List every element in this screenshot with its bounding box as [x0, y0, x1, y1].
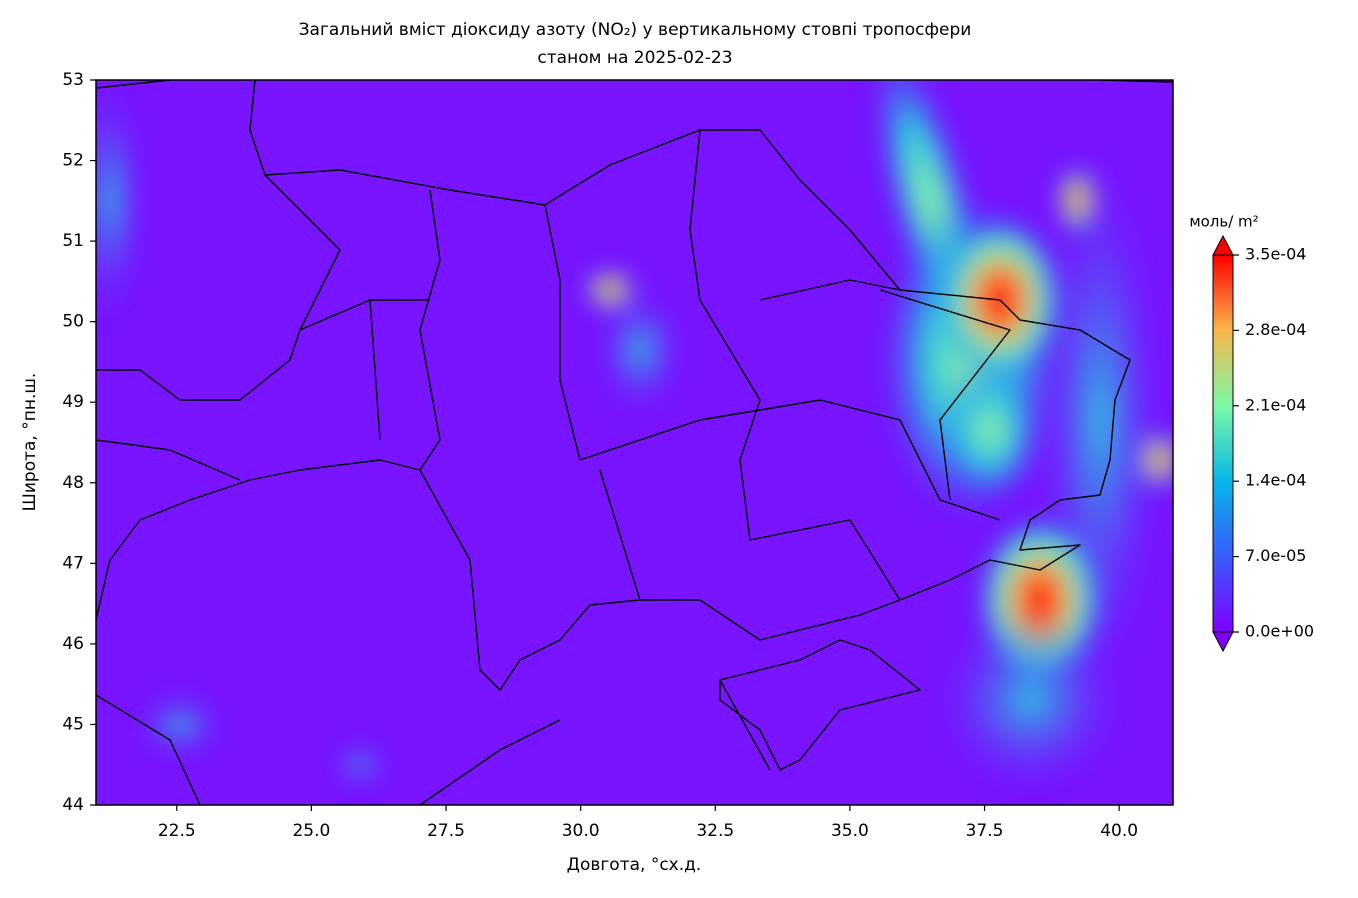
x-tick-label: 35.0 — [831, 821, 869, 841]
y-tick-label: 49 — [62, 392, 84, 412]
colorbar-frame — [1212, 255, 1234, 632]
x-tick-label: 40.0 — [1100, 821, 1138, 841]
plot-frame — [95, 79, 1174, 806]
coast-bessarabia — [96, 80, 1173, 805]
colorbar-tick-label: 7.0e-05 — [1245, 546, 1306, 565]
colorbar-tick-label: 2.8e-04 — [1245, 320, 1306, 339]
colorbar-label: моль/ m² — [1189, 213, 1258, 231]
ukraine-border — [96, 80, 1131, 691]
colorbar-tick-label: 0.0e+00 — [1245, 622, 1314, 641]
x-tick-label: 22.5 — [158, 821, 196, 841]
y-tick-label: 46 — [62, 634, 84, 654]
x-axis-label: Довгота, °сх.д. — [567, 855, 702, 875]
x-tick-label: 27.5 — [427, 821, 465, 841]
x-tick-label: 30.0 — [562, 821, 600, 841]
x-tick-label: 25.0 — [292, 821, 330, 841]
y-tick-label: 44 — [62, 795, 84, 815]
colorbar-extend-max — [1212, 234, 1234, 256]
oblast-lines — [96, 129, 1011, 601]
crimea — [719, 639, 921, 771]
y-tick-label: 50 — [62, 312, 84, 332]
colorbar-tick-label: 2.1e-04 — [1245, 395, 1306, 414]
y-tick-label: 45 — [62, 714, 84, 734]
y-tick-label: 51 — [62, 231, 84, 251]
ukraine-west-border — [96, 174, 341, 401]
y-axis-label: Широта, °пн.ш. — [20, 373, 40, 512]
colorbar — [1213, 255, 1233, 632]
y-tick-label: 47 — [62, 553, 84, 573]
x-tick-label: 32.5 — [696, 821, 734, 841]
title-line: Загальний вміст діоксиду азоту (NO₂) у в… — [299, 20, 972, 40]
y-tick-label: 48 — [62, 473, 84, 493]
no2-field — [96, 80, 1173, 805]
colorbar-tick-label: 1.4e-04 — [1245, 471, 1306, 490]
colorbar-tick-label: 3.5e-04 — [1245, 245, 1306, 264]
y-tick-label: 53 — [62, 70, 84, 90]
colorbar-extend-min — [1212, 631, 1234, 653]
y-tick-label: 52 — [62, 151, 84, 171]
x-tick-label: 37.5 — [966, 821, 1004, 841]
title-line: станом на 2025-02-23 — [537, 48, 732, 68]
